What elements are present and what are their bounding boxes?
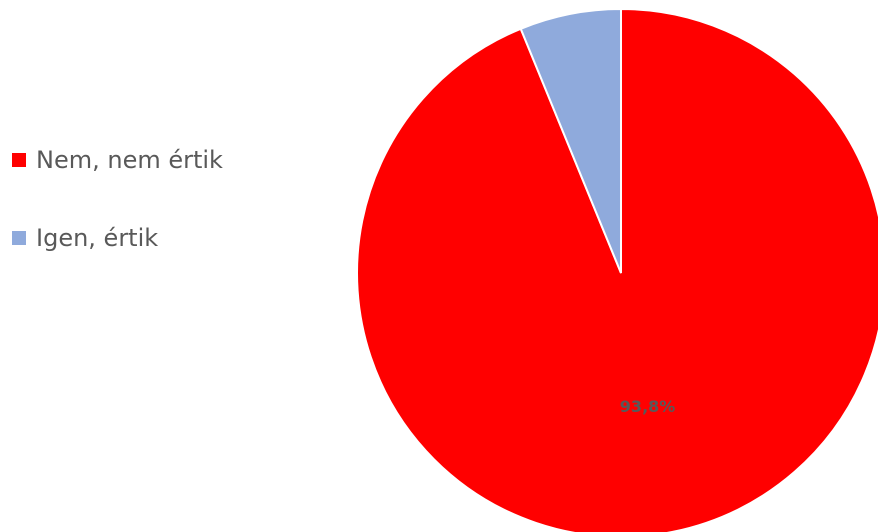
pie-slice-igen	[519, 7, 622, 274]
legend-swatch-igen	[12, 231, 26, 245]
chart-legend: Nem, nem értik Igen, értik	[12, 142, 223, 298]
legend-swatch-nem	[12, 153, 26, 167]
legend-label-igen: Igen, értik	[36, 224, 159, 252]
legend-item-igen: Igen, értik	[12, 220, 223, 256]
legend-item-nem: Nem, nem értik	[12, 142, 223, 178]
legend-label-nem: Nem, nem értik	[36, 146, 223, 174]
data-label-nem: 93,8%	[620, 397, 676, 416]
